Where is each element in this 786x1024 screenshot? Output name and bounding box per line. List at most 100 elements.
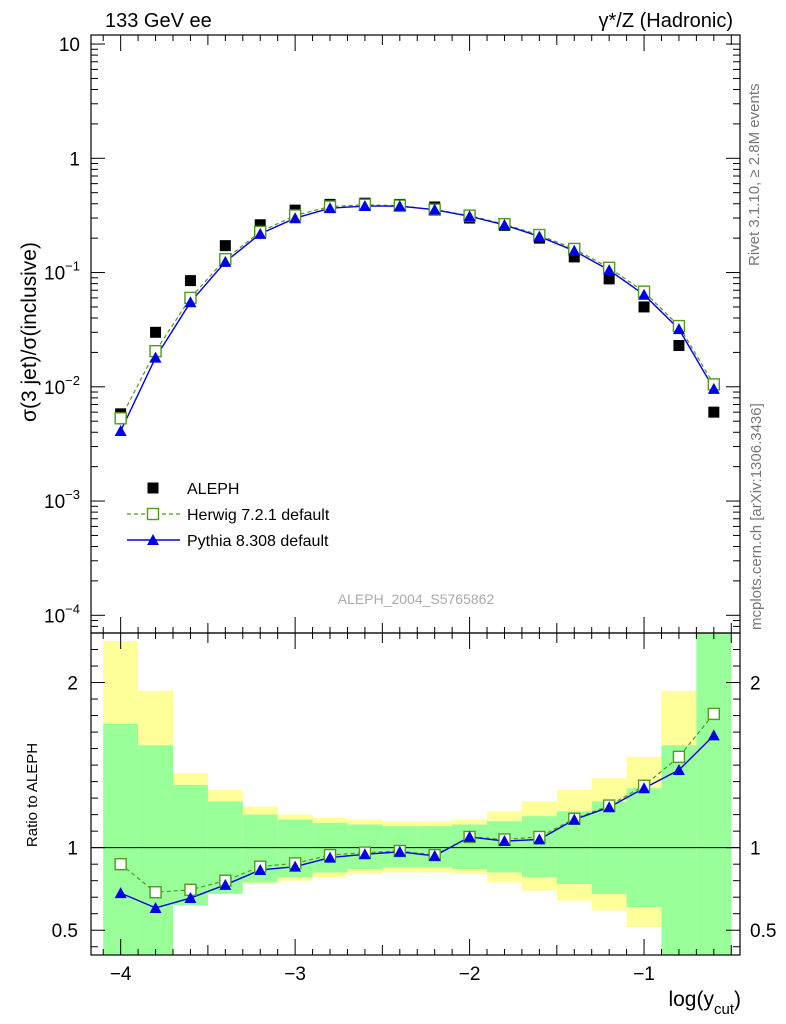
ratio-xtick-label: −3 <box>284 964 306 985</box>
ratio-band-green <box>487 821 522 873</box>
ratio-point-square-open <box>672 750 686 764</box>
ratio-point-triangle-filled <box>254 863 267 875</box>
ratio-point-triangle-filled <box>638 782 651 794</box>
main-ytick-label-exp: −2 <box>65 373 80 388</box>
ratio-point-triangle-filled <box>533 833 546 845</box>
main-point-square-filled <box>254 219 266 231</box>
main-point-triangle-filled <box>428 203 441 215</box>
main-ytick-label: 10−1 <box>44 259 80 285</box>
ratio-point-triangle-filled <box>358 848 371 860</box>
main-line-triangle-filled <box>120 205 715 432</box>
ratio-frame <box>90 632 741 956</box>
ratio-ytick-label-left: 2 <box>67 674 78 695</box>
ratio-ylabel: Ratio to ALEPH <box>24 743 41 847</box>
x-axis-label: log(ycut) <box>668 988 741 1018</box>
header-left: 133 GeV ee <box>105 10 212 32</box>
main-ytick-label-base: 10 <box>59 35 80 56</box>
ratio-point-triangle-filled <box>428 849 441 861</box>
legend-marker <box>147 482 159 494</box>
main-line-square-open <box>120 204 715 419</box>
frames <box>90 34 741 956</box>
main-point-triangle-filled <box>219 255 232 267</box>
mcplots-label: mcplots.cern.ch [arXiv:1306.3436] <box>748 403 765 630</box>
legend: ALEPH Herwig 7.2.1 default Pythia 8.308 de… <box>127 481 330 550</box>
ratio-markers <box>114 707 721 913</box>
ratio-point-triangle-filled <box>498 835 511 847</box>
main-point-square-filled <box>219 240 231 252</box>
ratio-ytick-label-right: 2 <box>750 674 761 695</box>
ratio-xtick-label: −4 <box>110 964 132 985</box>
main-ytick-label: 10−4 <box>44 601 80 627</box>
main-point-triangle-filled <box>324 202 337 214</box>
ratio-ytick-label-right: 0.5 <box>750 921 776 942</box>
main-point-square-open <box>114 412 127 425</box>
main-ytick-label-exp: −1 <box>65 259 80 274</box>
main-markers <box>114 197 721 437</box>
ratio-point-square-open <box>707 707 721 721</box>
main-ytick-label: 10−3 <box>44 487 80 513</box>
header-right: γ*/Z (Hadronic) <box>599 10 733 32</box>
main-ytick-label-base: 10 <box>44 264 65 285</box>
ratio-band-green <box>661 745 697 955</box>
main-point-triangle-filled <box>149 351 162 363</box>
main-point-square-filled <box>603 273 615 285</box>
x-axis-label-sub: cut <box>714 1001 735 1018</box>
main-point-triangle-filled <box>638 288 651 300</box>
main-point-square-filled <box>568 251 580 263</box>
ratio-ytick-label-left: 0.5 <box>52 921 78 942</box>
ratio-xtick-label: −2 <box>459 964 481 985</box>
ratio-point-triangle-filled <box>149 901 162 913</box>
main-lines <box>120 204 715 432</box>
ratio-line-square-open <box>120 713 715 893</box>
ratio-xtick-label: −1 <box>633 964 655 985</box>
ratio-band-green <box>103 723 139 955</box>
ratio-point-triangle-filled <box>463 830 476 842</box>
ratio-point-triangle-filled <box>603 801 616 813</box>
main-point-square-filled <box>150 326 162 338</box>
ratio-point-triangle-filled <box>324 851 337 863</box>
ratio-point-triangle-filled <box>114 887 127 899</box>
main-ylabel: σ(3 jet)/σ(inclusive) <box>18 242 41 422</box>
ratio-axes: −4 −3 −2 −1 0.5 0.5 1 1 2 2 <box>52 633 776 985</box>
main-ytick-label-base: 10 <box>44 606 65 627</box>
ratio-point-triangle-filled <box>707 729 720 741</box>
main-ytick-label: 1 <box>69 149 80 170</box>
main-point-triangle-filled <box>463 210 476 222</box>
x-axis-label-main: log(y <box>668 988 714 1011</box>
ratio-ytick-label-right: 1 <box>750 839 761 860</box>
ratio-band-green <box>521 816 557 878</box>
main-point-square-filled <box>638 301 650 313</box>
main-point-triangle-filled <box>603 264 616 276</box>
analysis-id: ALEPH_2004_S5765862 <box>338 591 495 607</box>
ratio-point-triangle-filled <box>219 878 232 890</box>
legend-label: Herwig 7.2.1 default <box>187 507 330 524</box>
legend-marker <box>147 534 159 545</box>
main-point-square-filled <box>673 339 685 351</box>
ratio-point-triangle-filled <box>184 892 197 904</box>
main-point-triangle-filled <box>358 200 371 212</box>
main-point-triangle-filled <box>533 230 546 242</box>
ratio-point-triangle-filled <box>289 860 302 872</box>
ratio-point-triangle-filled <box>672 764 685 776</box>
ratio-point-triangle-filled <box>568 813 581 825</box>
main-point-square-filled <box>708 406 720 418</box>
main-ytick-label-exp: −3 <box>65 487 80 502</box>
legend-label: Pythia 8.308 default <box>187 533 329 550</box>
main-ytick-label: 10−2 <box>44 373 80 399</box>
main-point-triangle-filled <box>498 218 511 230</box>
main-point-triangle-filled <box>184 296 197 308</box>
ratio-point-triangle-filled <box>393 845 406 857</box>
ratio-point-square-open <box>114 857 127 871</box>
ratio-band-green <box>138 745 173 955</box>
main-point-triangle-filled <box>672 323 685 335</box>
ratio-ytick-label-left: 1 <box>67 839 78 860</box>
ratio-bands <box>91 633 740 955</box>
main-point-triangle-filled <box>254 227 267 239</box>
main-point-square-filled <box>184 275 196 287</box>
main-point-triangle-filled <box>114 425 127 437</box>
main-ytick-label-exp: −4 <box>65 601 80 616</box>
main-ytick-label-base: 10 <box>44 378 65 399</box>
main-ytick-label-base: 10 <box>44 492 65 513</box>
